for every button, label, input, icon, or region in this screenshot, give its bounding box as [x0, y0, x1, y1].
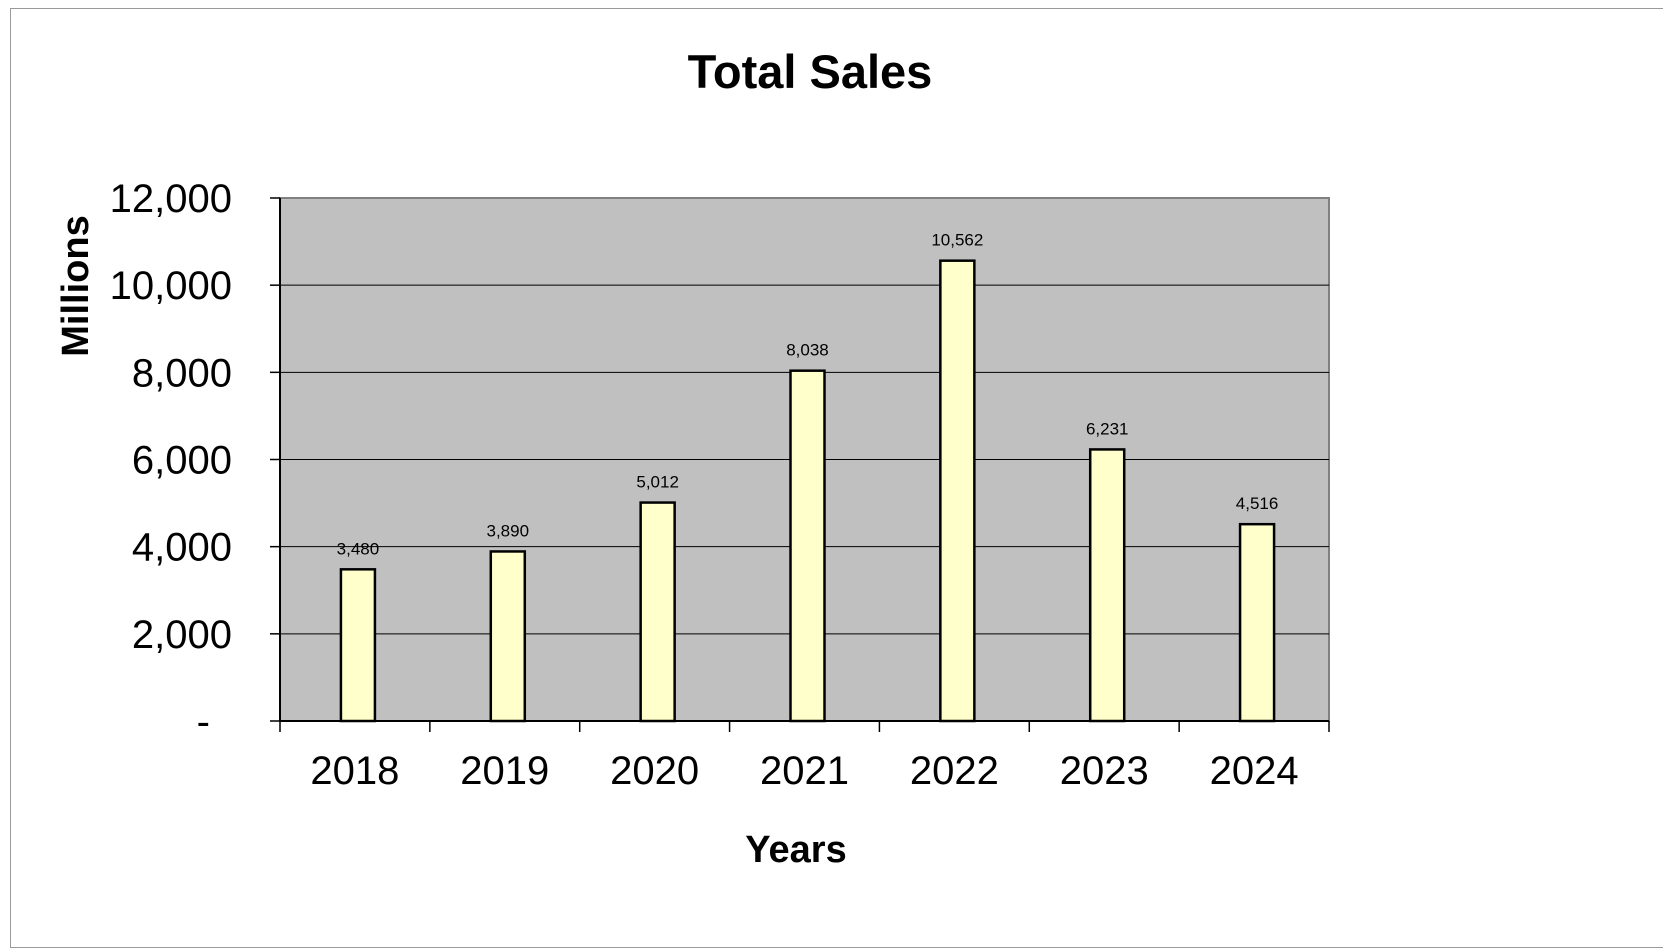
x-tick-label: 2019: [460, 749, 549, 793]
data-label-2021: 8,038: [786, 341, 829, 360]
x-axis-title: Years: [745, 829, 846, 871]
x-tick-label: 2021: [760, 749, 849, 793]
bar-2024: [1238, 522, 1276, 723]
x-tick-label: 2020: [610, 749, 699, 793]
y-tick-label: 8,000: [132, 351, 232, 395]
x-tick-label: 2018: [310, 749, 399, 793]
y-tick-label: 10,000: [110, 264, 232, 308]
x-tick-label: 2022: [910, 749, 999, 793]
y-tick-label: 12,000: [110, 177, 232, 221]
data-label-2024: 4,516: [1236, 494, 1279, 513]
y-tick-label: 6,000: [132, 439, 232, 483]
x-axis-tick-labels: 2018 2019 2020 2021 2022 2023 2024: [310, 749, 1298, 793]
bars: [339, 259, 1276, 723]
data-label-2019: 3,890: [487, 521, 530, 540]
x-axis: [279, 198, 1330, 732]
bar-2022: [939, 259, 976, 723]
y-tick-label: 2,000: [132, 613, 232, 657]
bar-2023: [1088, 448, 1126, 723]
data-label-2020: 5,012: [636, 473, 679, 492]
bar-2018: [339, 568, 377, 723]
data-label-2023: 6,231: [1086, 419, 1129, 438]
y-tick-label: -: [197, 700, 210, 744]
chart-title: Total Sales: [688, 45, 933, 98]
data-labels: 3,480 3,890 5,012 8,038 10,562 6,231 4,516: [337, 231, 1279, 559]
data-label-2018: 3,480: [337, 539, 380, 558]
y-axis-title: Millions: [55, 215, 97, 356]
x-tick-label: 2024: [1210, 749, 1299, 793]
y-axis-tick-labels: - 2,000 4,000 6,000 8,000 10,000 12,000: [110, 177, 280, 744]
x-tick-label: 2023: [1060, 749, 1149, 793]
y-tick-label: 4,000: [132, 526, 232, 570]
bar-2021: [789, 369, 826, 723]
bar-chart: Total Sales - 2,000 4,000 6,000 8,000 10,000 1…: [55, 45, 1330, 871]
data-label-2022: 10,562: [931, 231, 983, 250]
bar-2019: [489, 550, 527, 723]
bar-2020: [639, 501, 676, 723]
